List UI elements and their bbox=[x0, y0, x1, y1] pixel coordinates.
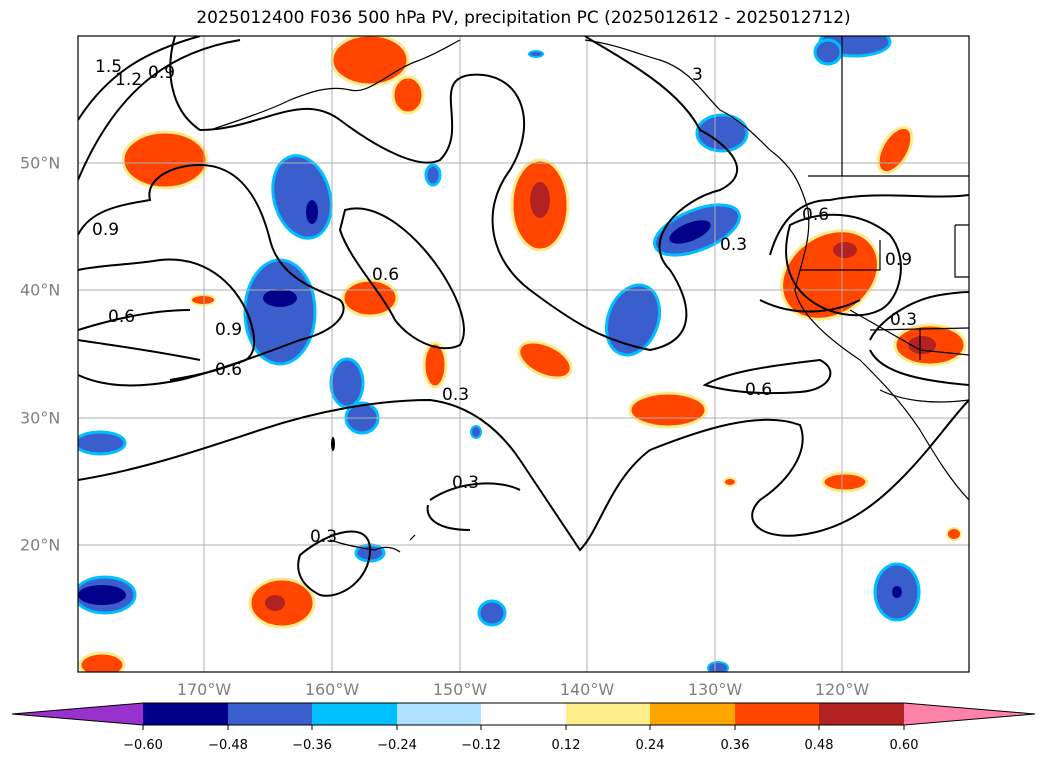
lon-label: 150°W bbox=[432, 680, 488, 699]
contour-label: 0.3 bbox=[890, 310, 917, 330]
colorbar-tick-label: 0.24 bbox=[635, 738, 665, 753]
precip-blob bbox=[391, 75, 425, 115]
precip-blob bbox=[813, 38, 843, 66]
colorbar-segment bbox=[312, 703, 397, 725]
contour-label: 0.3 bbox=[720, 235, 747, 255]
colorbar-extend-min bbox=[12, 703, 143, 725]
lat-label: 40°N bbox=[20, 280, 61, 300]
precip-positive bbox=[78, 36, 967, 672]
contour-label: 0.9 bbox=[885, 250, 912, 270]
map-title: 2025012400 F036 500 hPa PV, precipitatio… bbox=[196, 8, 851, 28]
contour-label: 3 bbox=[692, 65, 703, 85]
colorbar-tick-label: −0.24 bbox=[377, 738, 417, 753]
precip-blob bbox=[604, 283, 662, 357]
precip-core bbox=[892, 586, 902, 598]
lat-label: 50°N bbox=[20, 153, 61, 173]
contour-label: 0.6 bbox=[802, 205, 829, 225]
precip-core bbox=[908, 336, 936, 354]
precip-core bbox=[530, 182, 550, 218]
precip-blob bbox=[424, 163, 442, 187]
precip-blob bbox=[695, 113, 749, 153]
colorbar-segment bbox=[228, 703, 312, 725]
precip-blob bbox=[329, 357, 365, 409]
gridlines bbox=[78, 36, 969, 672]
precip-blob bbox=[723, 477, 737, 487]
contour-label: 0.6 bbox=[745, 380, 772, 400]
contour-label: 0.6 bbox=[215, 360, 242, 380]
colorbar-tick-label: 0.48 bbox=[804, 738, 834, 753]
precip-blob bbox=[330, 36, 410, 87]
precip-blob bbox=[470, 425, 482, 439]
colorbar-segment bbox=[397, 703, 481, 725]
precip-blob bbox=[190, 294, 216, 306]
precip-blob bbox=[271, 154, 333, 240]
contour-label: 0.9 bbox=[92, 220, 119, 240]
contour-labels: 1.5 1.2 0.9 0.9 0.6 0.9 0.6 0.6 0.3 0.3 … bbox=[92, 57, 917, 547]
precip-blob bbox=[821, 471, 869, 493]
precip-blob bbox=[517, 340, 573, 380]
precip-blob bbox=[121, 130, 209, 190]
precip-blob bbox=[628, 391, 708, 429]
contour-label: 0.3 bbox=[442, 385, 469, 405]
lon-label: 140°W bbox=[559, 680, 615, 699]
contour-label: 0.6 bbox=[372, 265, 399, 285]
contour-label: 0.9 bbox=[148, 63, 175, 83]
colorbar-tick-label: −0.48 bbox=[208, 738, 248, 753]
lon-label: 130°W bbox=[687, 680, 743, 699]
colorbar-segment bbox=[566, 703, 650, 725]
lon-label: 160°W bbox=[304, 680, 360, 699]
pv-contours bbox=[78, 36, 969, 597]
colorbar-tick-label: 0.60 bbox=[889, 738, 919, 753]
map-content: 1.5 1.2 0.9 0.9 0.6 0.9 0.6 0.6 0.3 0.3 … bbox=[78, 36, 969, 672]
precip-blob bbox=[707, 661, 729, 672]
colorbar-segment bbox=[143, 703, 228, 725]
colorbar-segment bbox=[735, 703, 819, 725]
precip-blob bbox=[78, 430, 127, 456]
precip-core bbox=[833, 242, 857, 258]
precip-core bbox=[78, 585, 126, 605]
precip-blob bbox=[422, 341, 448, 389]
precip-core bbox=[306, 200, 318, 224]
colorbar-tick-label: 0.36 bbox=[720, 738, 750, 753]
precip-blob bbox=[477, 599, 507, 627]
precip-core bbox=[265, 595, 285, 611]
lat-label: 20°N bbox=[20, 535, 61, 555]
precip-blob bbox=[528, 50, 544, 58]
colorbar-tick-label: 0.12 bbox=[551, 738, 581, 753]
contour-label: 1.5 bbox=[95, 57, 122, 77]
colorbar-extend-max bbox=[904, 703, 1035, 725]
colorbar-segment bbox=[481, 703, 566, 725]
colorbar-tick-label: −0.36 bbox=[292, 738, 332, 753]
colorbar-tick-label: −0.12 bbox=[461, 738, 501, 753]
precip-blob bbox=[946, 527, 962, 541]
precip-core bbox=[263, 289, 297, 307]
colorbar bbox=[11, 702, 1036, 730]
colorbar-segment bbox=[819, 703, 904, 725]
lon-label: 120°W bbox=[814, 680, 870, 699]
map-frame bbox=[77, 35, 970, 673]
contour-label: 0.6 bbox=[108, 307, 135, 327]
island bbox=[331, 437, 335, 451]
contour-label: 1.2 bbox=[115, 70, 142, 90]
contour-label: 0.9 bbox=[215, 320, 242, 340]
lon-label: 170°W bbox=[176, 680, 232, 699]
precip-blob bbox=[780, 229, 880, 321]
colorbar-segment bbox=[650, 703, 735, 725]
precip-negative bbox=[78, 36, 921, 672]
precip-blob bbox=[876, 125, 914, 175]
precip-core bbox=[669, 220, 711, 244]
contour-label: 0.3 bbox=[452, 473, 479, 493]
contour-label: 0.3 bbox=[310, 527, 337, 547]
colorbar-tick-label: −0.60 bbox=[123, 738, 163, 753]
precip-blob bbox=[78, 651, 126, 672]
lat-label: 30°N bbox=[20, 408, 61, 428]
